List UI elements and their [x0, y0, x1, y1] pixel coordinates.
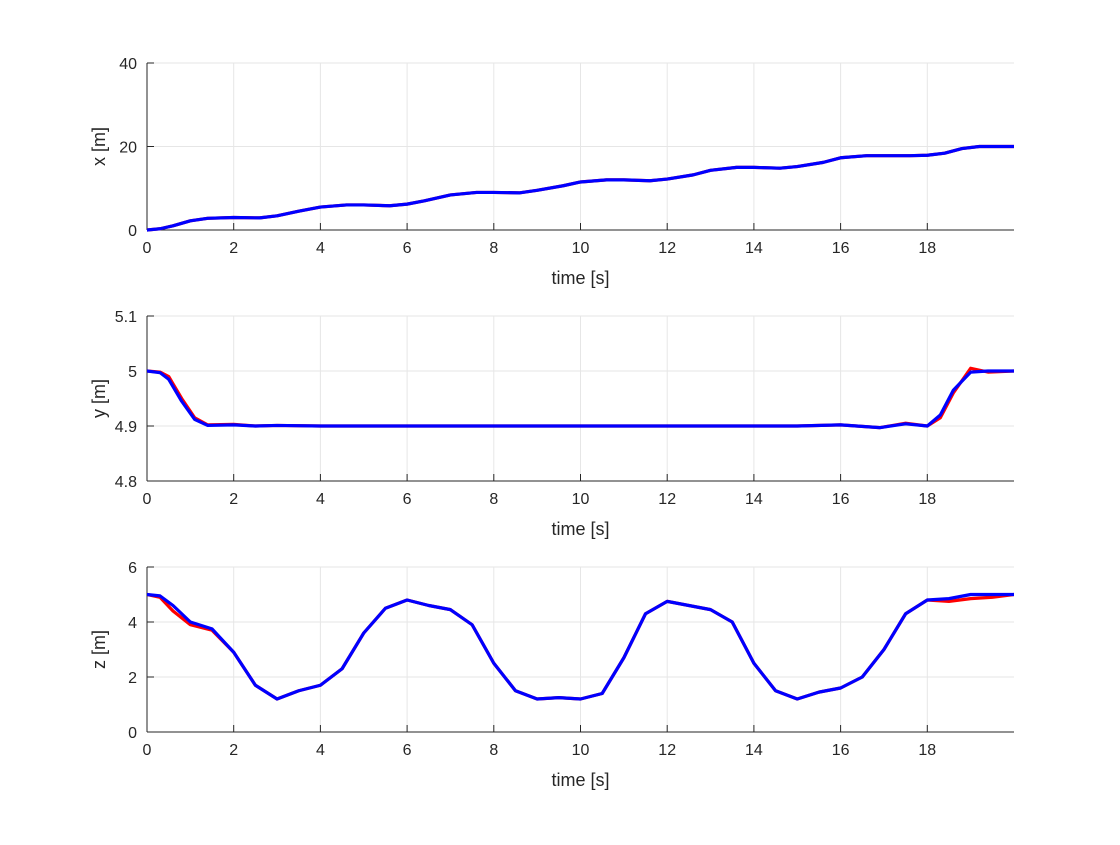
y-tick-label: 5.1 [115, 309, 137, 326]
x-tick-label: 2 [229, 491, 238, 508]
x-tick-label: 10 [572, 240, 590, 257]
x-tick-label: 10 [572, 742, 590, 759]
x-tick-label: 14 [745, 240, 763, 257]
y-tick-label: 5 [128, 364, 137, 381]
x-tick-label: 6 [403, 240, 412, 257]
series-line-2 [147, 369, 1014, 430]
x-tick-label: 18 [918, 491, 936, 508]
x-axis-label: time [s] [551, 268, 609, 288]
y-tick-label: 6 [128, 560, 137, 577]
x-tick-label: 4 [316, 240, 325, 257]
y-tick-label: 4.9 [115, 419, 137, 436]
x-tick-label: 6 [403, 491, 412, 508]
subplot-3: 0 2 4 6 8 10 12 14 16 18 0 2 4 6 time [s] z [m] [89, 560, 1014, 790]
y-tick-label: 40 [119, 56, 137, 73]
subplot-2: 0 2 4 6 8 10 12 14 16 18 4.8 4.9 5 5.1 time [s] y [m] [89, 309, 1014, 539]
x-tick-label: 8 [489, 491, 498, 508]
x-tick-label: 16 [832, 240, 850, 257]
y-tick-label: 4 [128, 615, 137, 632]
x-tick-label: 0 [143, 240, 152, 257]
x-tick-label: 4 [316, 742, 325, 759]
x-tick-label: 6 [403, 742, 412, 759]
series-line-2 [147, 592, 1014, 701]
y-tick-label: 4.8 [115, 474, 137, 491]
x-tick-label: 8 [489, 240, 498, 257]
x-tick-label: 12 [658, 742, 676, 759]
x-tick-label: 12 [658, 240, 676, 257]
y-tick-label: 0 [128, 725, 137, 742]
y-axis-label: y [m] [89, 379, 109, 418]
y-axis-label: x [m] [89, 127, 109, 166]
x-tick-label: 14 [745, 742, 763, 759]
x-tick-label: 14 [745, 491, 763, 508]
x-tick-label: 18 [918, 240, 936, 257]
x-tick-label: 4 [316, 491, 325, 508]
subplot-1: 0 2 4 6 8 10 12 14 16 18 0 20 40 time [s] x [m] [89, 56, 1014, 288]
y-tick-label: 0 [128, 223, 137, 240]
x-axis-label: time [s] [551, 519, 609, 539]
x-axis-label: time [s] [551, 770, 609, 790]
x-tick-label: 18 [918, 742, 936, 759]
x-tick-label: 10 [572, 491, 590, 508]
y-tick-label: 20 [119, 140, 137, 157]
series-line-2 [147, 144, 1014, 232]
x-tick-label: 12 [658, 491, 676, 508]
x-tick-label: 2 [229, 742, 238, 759]
x-tick-label: 8 [489, 742, 498, 759]
y-axis-label: z [m] [89, 630, 109, 669]
x-tick-label: 16 [832, 742, 850, 759]
y-tick-label: 2 [128, 670, 137, 687]
x-tick-label: 16 [832, 491, 850, 508]
x-tick-label: 0 [143, 742, 152, 759]
x-tick-label: 2 [229, 240, 238, 257]
x-tick-label: 0 [143, 491, 152, 508]
